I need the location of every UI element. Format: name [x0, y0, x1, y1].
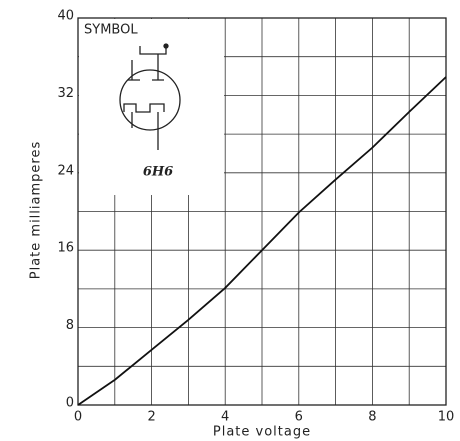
y-tick-label: 40: [57, 9, 74, 24]
tube-cathode: [123, 103, 165, 150]
tube-envelope: [119, 69, 181, 131]
tube-symbol: [119, 43, 181, 150]
y-tick-label: 0: [66, 396, 74, 411]
x-tick-label: 2: [147, 410, 155, 425]
x-tick-label: 0: [74, 410, 82, 425]
x-tick-label: 4: [221, 410, 229, 425]
y-tick-label: 16: [57, 241, 74, 256]
tube-name: 6H6: [143, 165, 173, 180]
inset-box: [79, 19, 224, 195]
x-axis-label: Plate voltage: [213, 425, 311, 440]
plot-frame: [77, 17, 447, 406]
y-tick-label: 32: [57, 86, 74, 101]
y-tick-label: 8: [66, 318, 74, 333]
y-axis-label: Plate milliamperes: [29, 141, 44, 279]
tube-dot: [163, 43, 169, 49]
x-tick-label: 10: [438, 410, 455, 425]
x-tick-label: 6: [295, 410, 303, 425]
x-tick-label: 8: [368, 410, 376, 425]
inset-caption: SYMBOL: [84, 23, 138, 38]
tube-anodes: [128, 46, 167, 81]
data-line: [77, 76, 447, 406]
y-tick-label: 24: [57, 163, 74, 178]
